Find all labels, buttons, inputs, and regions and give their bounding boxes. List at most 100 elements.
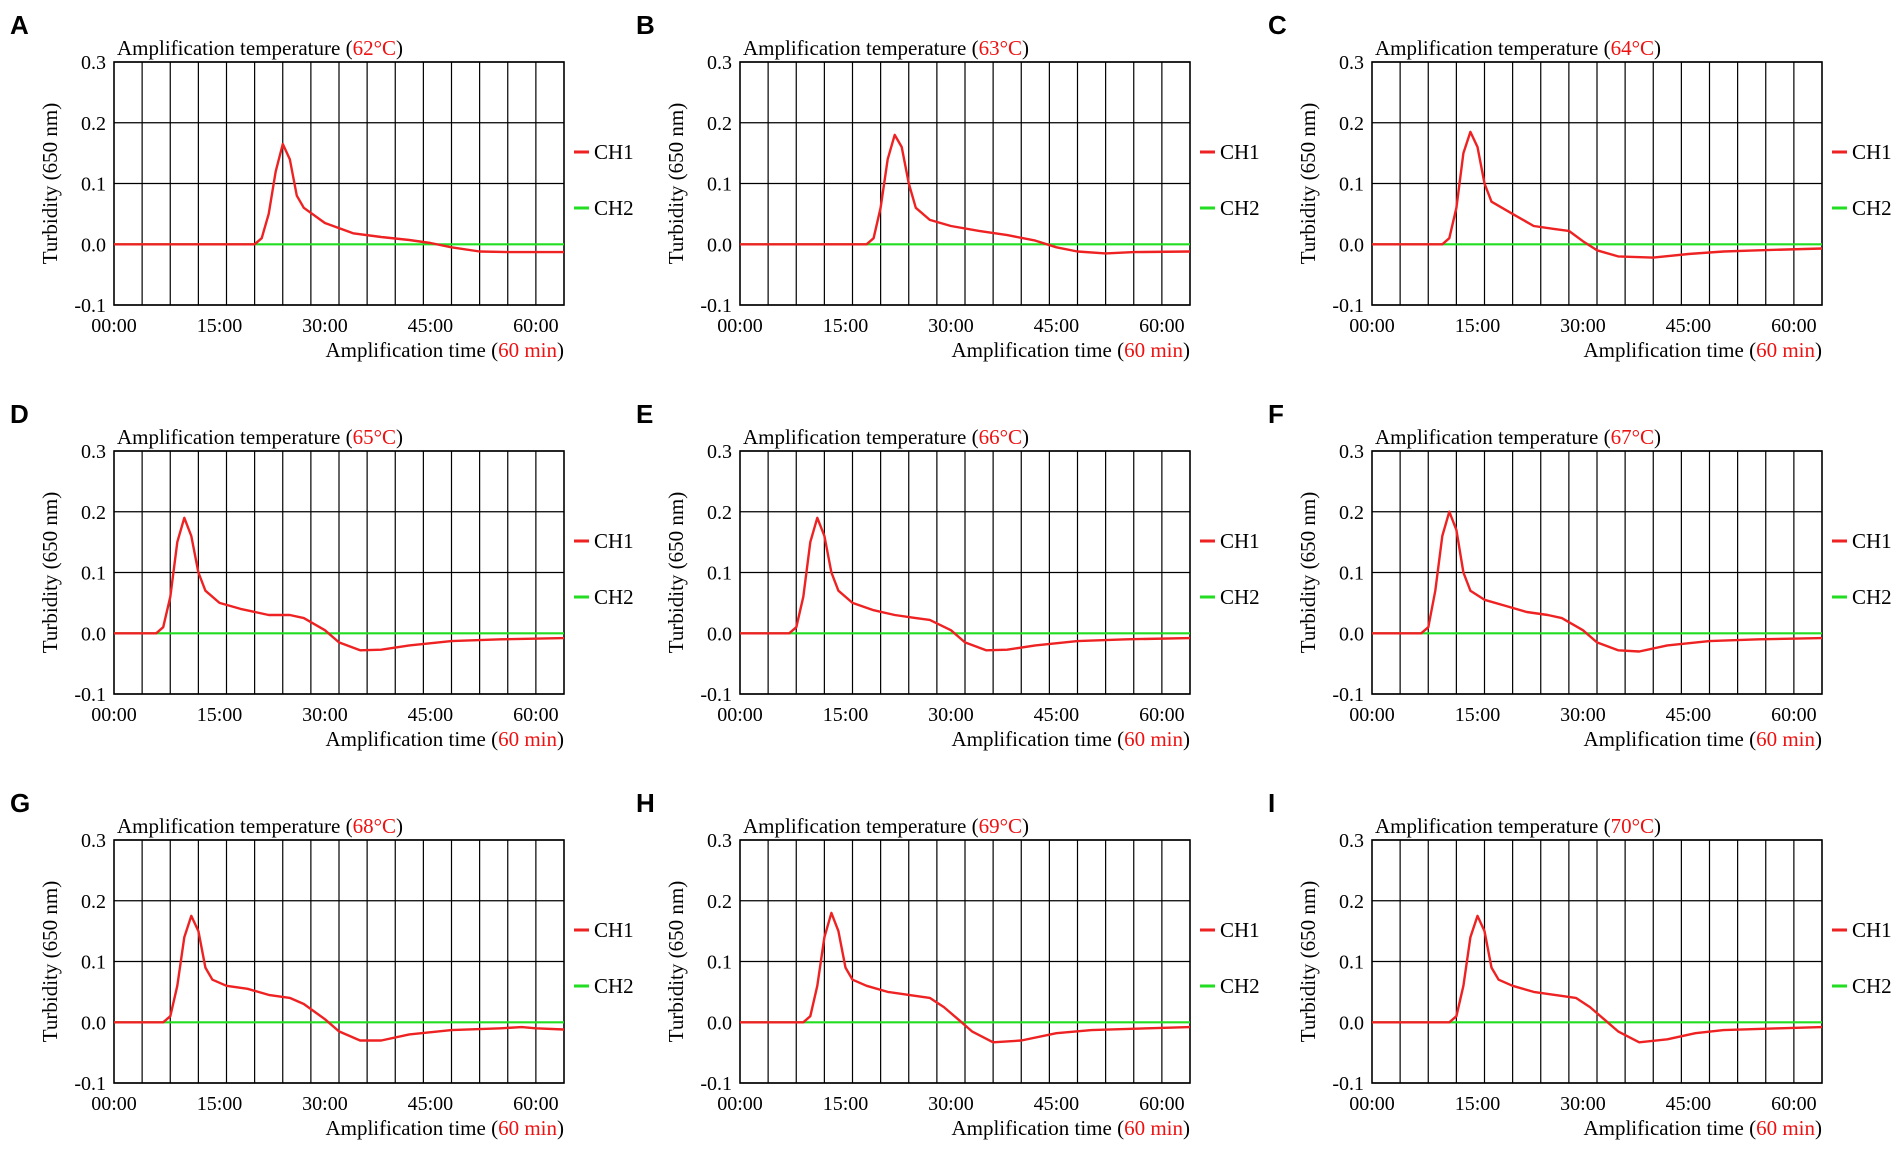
y-tick-label: 0.3 bbox=[81, 830, 106, 852]
x-tick-label: 45:00 bbox=[408, 315, 454, 337]
chart-title: Amplification temperature (64°C) bbox=[1375, 36, 1661, 60]
legend-label-ch2: CH2 bbox=[594, 196, 634, 220]
x-axis-label: Amplification time (60 min) bbox=[1583, 1116, 1822, 1140]
y-tick-label: 0.2 bbox=[707, 113, 732, 135]
y-tick-label: 0.0 bbox=[1339, 623, 1364, 645]
chart-title-temperature: 64°C bbox=[1611, 36, 1654, 60]
chart-title-suffix: ) bbox=[1022, 814, 1029, 838]
x-tick-label: 45:00 bbox=[408, 704, 454, 726]
y-tick-label: 0.2 bbox=[707, 502, 732, 524]
plot-frame bbox=[1371, 61, 1823, 306]
x-tick-label: 15:00 bbox=[197, 1093, 243, 1115]
x-tick-label: 60:00 bbox=[1139, 704, 1185, 726]
x-axis-label-prefix: Amplification time ( bbox=[1583, 1116, 1756, 1140]
x-axis-label-suffix: ) bbox=[1183, 727, 1190, 751]
x-tick-label: 30:00 bbox=[302, 1093, 348, 1115]
x-axis-label-prefix: Amplification time ( bbox=[325, 1116, 498, 1140]
series-line-ch1 bbox=[114, 142, 564, 254]
chart-title-prefix: Amplification temperature ( bbox=[743, 36, 979, 60]
y-tick-label: 0.3 bbox=[81, 441, 106, 463]
y-axis-label: Turbidity (650 nm) bbox=[1296, 103, 1320, 264]
y-tick-label: 0.0 bbox=[707, 1012, 732, 1034]
series-line-ch1 bbox=[1372, 914, 1823, 1044]
legend-label-ch2: CH2 bbox=[1852, 196, 1892, 220]
y-tick-label: 0.2 bbox=[81, 502, 106, 524]
panel-letter: C bbox=[1268, 10, 1287, 40]
plot-frame bbox=[739, 839, 1191, 1084]
chart-panel-c: C Amplification temperature (64°C) -0.1 0.0… bbox=[1268, 10, 1892, 362]
panel-letter: F bbox=[1268, 399, 1284, 429]
chart-title: Amplification temperature (69°C) bbox=[743, 814, 1029, 838]
chart-title-temperature: 69°C bbox=[979, 814, 1022, 838]
x-tick-label: 45:00 bbox=[1666, 315, 1712, 337]
x-axis-label: Amplification time (60 min) bbox=[951, 338, 1190, 362]
chart-title-temperature: 66°C bbox=[979, 425, 1022, 449]
x-tick-label: 00:00 bbox=[91, 315, 137, 337]
x-axis-label: Amplification time (60 min) bbox=[325, 727, 564, 751]
x-axis-label-prefix: Amplification time ( bbox=[951, 338, 1124, 362]
x-tick-label: 00:00 bbox=[1349, 315, 1395, 337]
chart-title-suffix: ) bbox=[396, 36, 403, 60]
x-tick-label: 60:00 bbox=[1771, 1093, 1817, 1115]
chart-title-temperature: 62°C bbox=[353, 36, 396, 60]
chart-title: Amplification temperature (62°C) bbox=[117, 36, 403, 60]
x-axis-label-duration: 60 min bbox=[1124, 1116, 1183, 1140]
y-tick-label: -0.1 bbox=[74, 295, 106, 317]
x-axis-label: Amplification time (60 min) bbox=[951, 1116, 1190, 1140]
chart-title-suffix: ) bbox=[1654, 814, 1661, 838]
x-axis-label-prefix: Amplification time ( bbox=[1583, 338, 1756, 362]
y-tick-label: -0.1 bbox=[1332, 1073, 1364, 1095]
y-tick-label: 0.1 bbox=[1339, 563, 1364, 585]
legend-label-ch1: CH1 bbox=[594, 140, 634, 164]
chart-panel-f: F Amplification temperature (67°C) -0.1 0.0… bbox=[1268, 399, 1892, 751]
legend-label-ch1: CH1 bbox=[1220, 529, 1260, 553]
x-axis-label-suffix: ) bbox=[1183, 1116, 1190, 1140]
y-axis-label: Turbidity (650 nm) bbox=[664, 492, 688, 653]
chart-title-prefix: Amplification temperature ( bbox=[1375, 425, 1611, 449]
series-line-ch1 bbox=[740, 911, 1191, 1044]
x-axis-label-suffix: ) bbox=[1815, 338, 1822, 362]
x-tick-label: 15:00 bbox=[197, 704, 243, 726]
x-tick-label: 45:00 bbox=[408, 1093, 454, 1115]
chart-title-suffix: ) bbox=[396, 814, 403, 838]
x-tick-label: 30:00 bbox=[302, 315, 348, 337]
chart-title-suffix: ) bbox=[396, 425, 403, 449]
x-axis-label-duration: 60 min bbox=[1756, 1116, 1815, 1140]
x-tick-label: 60:00 bbox=[1139, 315, 1185, 337]
series-line-ch1 bbox=[740, 133, 1191, 255]
x-tick-label: 30:00 bbox=[1560, 1093, 1606, 1115]
x-axis-label-suffix: ) bbox=[1815, 727, 1822, 751]
x-tick-label: 00:00 bbox=[717, 704, 763, 726]
y-tick-label: 0.3 bbox=[707, 52, 732, 74]
chart-panel-i: I Amplification temperature (70°C) -0.1 0.0… bbox=[1268, 788, 1892, 1140]
x-tick-label: 30:00 bbox=[302, 704, 348, 726]
panel-letter: G bbox=[10, 788, 30, 818]
x-tick-label: 15:00 bbox=[1455, 1093, 1501, 1115]
x-tick-label: 60:00 bbox=[513, 704, 559, 726]
x-axis-label-suffix: ) bbox=[557, 727, 564, 751]
series-line-ch1 bbox=[1372, 130, 1823, 259]
x-axis-label: Amplification time (60 min) bbox=[951, 727, 1190, 751]
x-tick-label: 15:00 bbox=[1455, 315, 1501, 337]
y-tick-label: -0.1 bbox=[1332, 684, 1364, 706]
y-tick-label: -0.1 bbox=[74, 684, 106, 706]
y-tick-label: 0.2 bbox=[1339, 113, 1364, 135]
x-tick-label: 15:00 bbox=[823, 315, 869, 337]
panel-letter: H bbox=[636, 788, 655, 818]
chart-panel-h: H Amplification temperature (69°C) -0.1 0.0… bbox=[636, 788, 1260, 1140]
x-tick-label: 45:00 bbox=[1666, 704, 1712, 726]
chart-title: Amplification temperature (67°C) bbox=[1375, 425, 1661, 449]
x-tick-label: 15:00 bbox=[197, 315, 243, 337]
chart-title: Amplification temperature (70°C) bbox=[1375, 814, 1661, 838]
x-tick-label: 30:00 bbox=[1560, 704, 1606, 726]
x-tick-label: 60:00 bbox=[513, 315, 559, 337]
legend-label-ch2: CH2 bbox=[1220, 585, 1260, 609]
plot-frame bbox=[1371, 450, 1823, 695]
x-axis-label-duration: 60 min bbox=[1756, 338, 1815, 362]
y-axis-label: Turbidity (650 nm) bbox=[664, 103, 688, 264]
x-tick-label: 60:00 bbox=[1139, 1093, 1185, 1115]
chart-title-temperature: 67°C bbox=[1611, 425, 1654, 449]
y-tick-label: 0.3 bbox=[1339, 441, 1364, 463]
chart-title-prefix: Amplification temperature ( bbox=[1375, 814, 1611, 838]
